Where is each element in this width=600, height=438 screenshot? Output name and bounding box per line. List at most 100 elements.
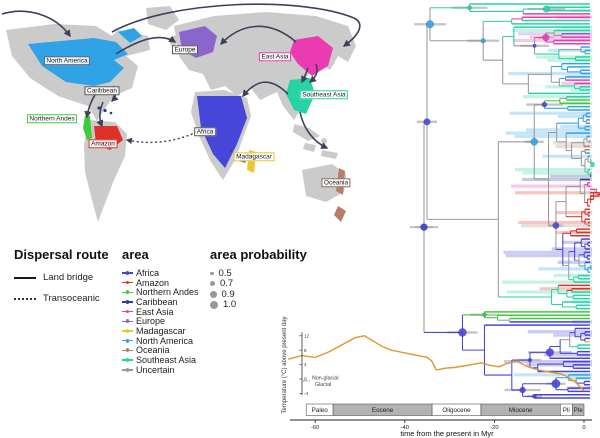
temp-axis-title: Temperature (°C) above present day <box>282 316 288 413</box>
area-marker <box>122 318 133 325</box>
probability-items: 0.5 0.7 0.9 1.0 <box>210 268 315 310</box>
time-axis-tick-label: -60 <box>311 425 319 431</box>
tree-node-circle <box>545 348 554 357</box>
tree-node-circle <box>425 20 435 29</box>
dispersal-arrow-transoceanic-africa-amazon <box>125 131 198 145</box>
epoch-label: Ple <box>574 407 584 414</box>
tree-node-circle <box>482 312 487 318</box>
temp-axis-tick-label: 4 <box>304 362 307 367</box>
tree-node-circle <box>480 38 486 44</box>
tree-node-circle <box>542 33 550 42</box>
epoch-label: Eocene <box>372 407 394 414</box>
annotation-glacial: Glacial <box>315 382 331 388</box>
area-item: Northern Andes <box>122 287 212 297</box>
area-item-label: Uncertain <box>136 364 175 375</box>
probability-item: 1.0 <box>210 299 315 311</box>
annotation-non-glacial: Non-glacial <box>312 376 339 382</box>
area-item: Southeast Asia <box>122 355 212 365</box>
dispersal-arrow-atlantic-to-europe <box>115 35 177 55</box>
time-axis-title: time from the present in Myr <box>400 429 494 438</box>
area-item: Europe <box>122 316 212 326</box>
dispersal-arrow-to-amazon <box>96 101 104 128</box>
legend-probability: area probability 0.5 0.7 0.9 1.0 <box>210 247 315 310</box>
tree-node-circle <box>458 328 467 337</box>
probability-label: 0.5 <box>218 267 232 279</box>
probability-item: 0.9 <box>210 289 315 300</box>
area-item-label: Europe <box>136 316 166 327</box>
area-item-label: Caribbean <box>136 296 178 307</box>
tree-node-circle <box>532 43 537 48</box>
temp-axis-tick-label: -4 <box>304 391 308 396</box>
dispersal-item-label: Land bridge <box>43 272 94 283</box>
area-marker <box>122 289 133 296</box>
temp-axis-tick-label: 8 <box>304 348 307 353</box>
area-item: Madagascar <box>122 326 212 336</box>
probability-item: 0.5 <box>210 268 315 279</box>
island-new-guinea <box>321 150 338 159</box>
probability-circle <box>210 300 218 309</box>
area-item-label: Southeast Asia <box>136 355 197 366</box>
epoch-box <box>572 403 585 416</box>
tree-node-circle <box>551 379 561 389</box>
legend-dispersal-title: Dispersal route <box>14 247 109 262</box>
area-items: Africa Amazon Northern Andes Caribbean East … <box>122 268 212 375</box>
dispersal-item: Land bridge <box>14 272 119 283</box>
legend: Dispersal route Land bridge Transoceanic … <box>0 244 320 438</box>
tree-node-circle <box>542 5 550 13</box>
region-caribbean-3 <box>109 111 113 115</box>
dotted-line-sample <box>14 297 36 300</box>
area-item-label: Africa <box>136 267 160 278</box>
area-marker <box>122 298 133 305</box>
tree-node-circle <box>519 386 526 394</box>
region-north-america-east <box>118 28 142 43</box>
dispersal-arrow-asia-to-europe <box>220 25 297 46</box>
probability-label: 0.9 <box>221 288 235 300</box>
dispersal-arrow-into-north-america <box>1 10 71 38</box>
region-oceania-nz <box>334 206 346 222</box>
area-marker <box>122 279 133 286</box>
temp-axis-tick-label: 12 <box>304 333 310 338</box>
area-marker <box>122 347 133 354</box>
probability-label: 1.0 <box>223 299 237 311</box>
region-northern-andes <box>83 116 92 140</box>
temp-axis-tick-label: 0 <box>304 377 307 382</box>
area-item-label: East Asia <box>136 306 174 317</box>
probability-label: 0.7 <box>220 278 234 290</box>
tree-node-circle <box>530 137 539 146</box>
area-item-label: Northern Andes <box>136 287 199 298</box>
dispersal-arrow-to-oceania <box>299 111 329 149</box>
area-item-label: North America <box>136 335 194 346</box>
legend-area-title: area <box>122 247 149 262</box>
temperature-curve <box>288 335 585 392</box>
area-item: North America <box>122 336 212 346</box>
area-item: Oceania <box>122 345 212 355</box>
region-caribbean-1 <box>97 106 101 110</box>
time-axis-tick-label: 0 <box>582 425 585 431</box>
tree-node-circle <box>532 394 537 399</box>
dispersal-item-label: Transoceanic <box>43 293 100 304</box>
dispersal-items: Land bridge Transoceanic <box>14 272 119 304</box>
legend-dispersal: Dispersal route Land bridge Transoceanic <box>14 247 119 304</box>
time-axis-tick-label: -40 <box>401 425 409 431</box>
epoch-label: Miocene <box>509 407 533 414</box>
legend-probability-title: area probability <box>210 247 307 262</box>
solid-line-sample <box>14 276 36 279</box>
area-item: Caribbean <box>122 297 212 307</box>
tree-node-circle <box>552 222 560 229</box>
area-marker <box>122 327 133 334</box>
area-marker <box>122 308 133 315</box>
dispersal-arrow-east-to-southeast-asia-1 <box>301 67 309 84</box>
area-marker <box>122 269 133 276</box>
area-item: Uncertain <box>122 365 212 375</box>
legend-area: area Africa Amazon Northern Andes Caribbean… <box>122 247 212 375</box>
probability-circle <box>210 271 214 275</box>
probability-circle <box>210 291 217 298</box>
islands-southeast-asia-1 <box>293 124 320 141</box>
islands-southeast-asia-2 <box>303 143 316 152</box>
area-item: Amazon <box>122 278 212 288</box>
tree-node-circle <box>420 223 428 231</box>
epoch-label: Oligocene <box>442 407 471 414</box>
area-marker <box>122 366 133 373</box>
